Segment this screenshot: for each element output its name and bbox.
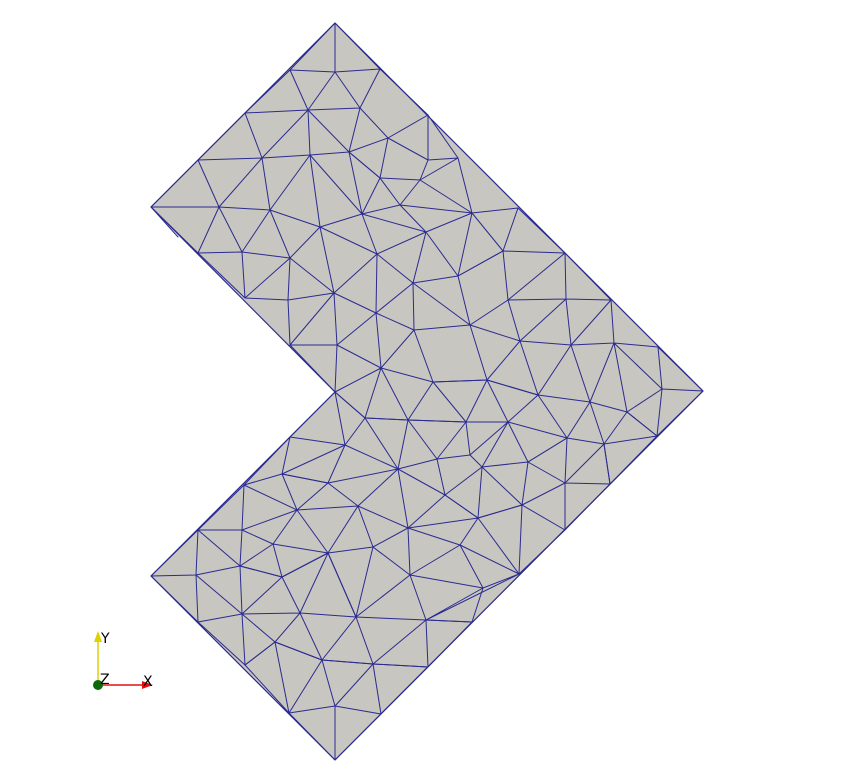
z-axis-dot (93, 680, 103, 690)
x-axis-arrow (142, 681, 153, 689)
y-axis-label: Y (100, 631, 110, 647)
y-axis-arrow (94, 631, 102, 642)
x-axis-label: X (143, 674, 153, 690)
z-axis-label: Z (100, 672, 110, 688)
orientation-axes: Y Z X (93, 631, 153, 690)
mesh-wireframe (150, 22, 704, 761)
mesh-boundary (150, 22, 704, 761)
